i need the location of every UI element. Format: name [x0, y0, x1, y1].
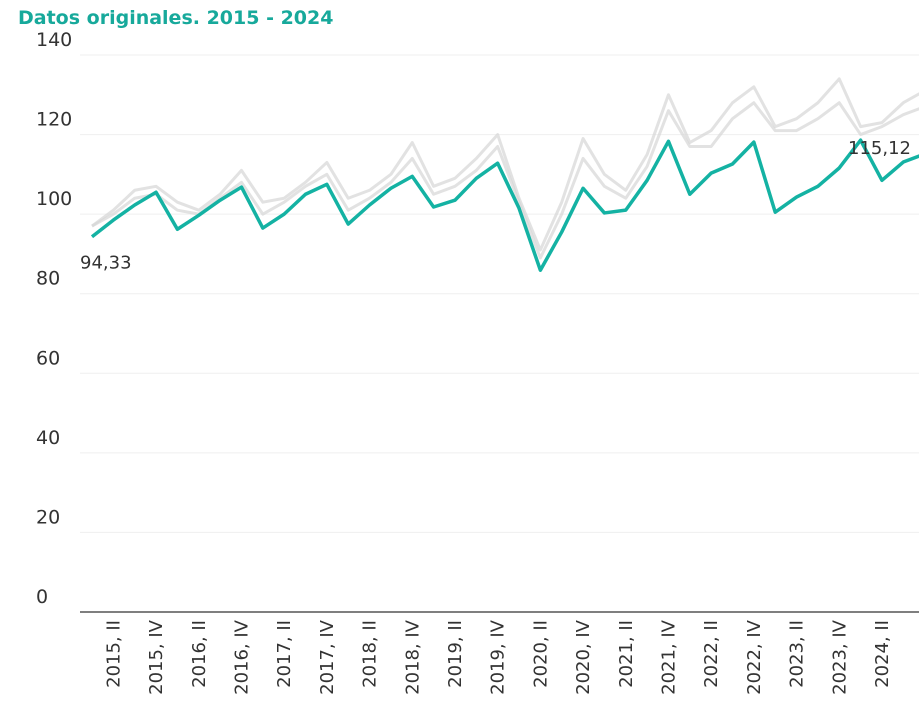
y-tick-label: 20 [36, 506, 60, 528]
y-tick-label: 140 [36, 29, 72, 51]
x-tick-label: 2017, IV [317, 619, 338, 695]
x-tick-label: 2021, IV [658, 619, 679, 695]
x-tick-label: 2023, IV [829, 619, 850, 695]
x-tick-label: 2022, II [701, 620, 722, 688]
x-tick-label: 2016, II [189, 620, 210, 688]
x-tick-label: 2020, IV [573, 619, 594, 695]
x-tick-label: 2020, II [530, 620, 551, 688]
y-tick-label: 80 [36, 268, 60, 290]
y-tick-label: 100 [36, 188, 72, 210]
x-tick-label: 2015, IV [146, 619, 167, 695]
series-line [91, 77, 919, 252]
x-tick-label: 2015, II [103, 620, 124, 688]
x-tick-label: 2019, IV [488, 619, 509, 695]
y-tick-label: 60 [36, 347, 60, 369]
x-tick-label: 2021, II [616, 620, 637, 688]
series-line [91, 101, 919, 260]
value-label: 115,12 [848, 138, 911, 159]
y-tick-label: 120 [36, 109, 72, 131]
x-tick-label: 2023, II [787, 620, 808, 688]
y-tick-label: 0 [36, 586, 48, 608]
chart-title: Datos originales. 2015 - 2024 [18, 7, 333, 29]
x-tick-label: 2019, II [445, 620, 466, 688]
x-tick-label: 2016, IV [231, 619, 252, 695]
x-tick-label: 2024, II [872, 620, 893, 688]
x-tick-label: 2018, IV [402, 619, 423, 695]
series-line [90, 138, 919, 272]
x-tick-label: 2018, II [360, 620, 381, 688]
y-tick-label: 40 [36, 427, 60, 449]
x-tick-label: 2017, II [274, 620, 295, 688]
x-tick-label: 2022, IV [744, 619, 765, 695]
value-label: 94,33 [80, 253, 132, 274]
